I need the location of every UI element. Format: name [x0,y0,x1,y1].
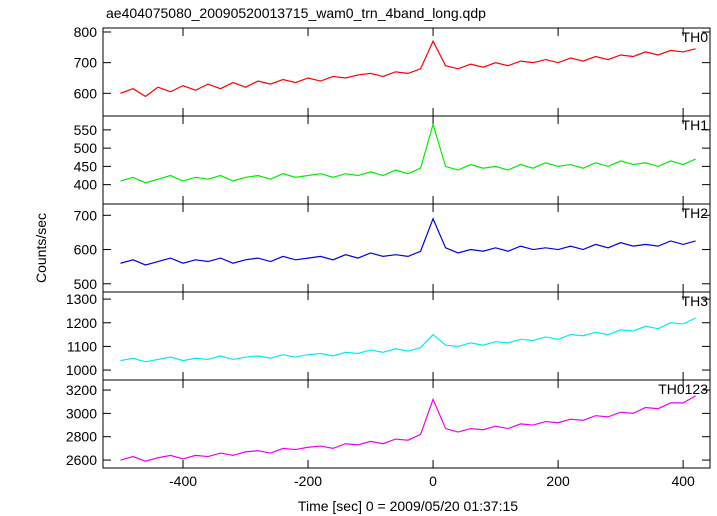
panel-label: TH0123 [658,381,708,397]
x-axis-label: Time [sec] 0 = 2009/05/20 01:37:15 [298,498,518,514]
panel-frame [102,379,711,469]
y-tick-label: 3200 [66,382,97,398]
x-tick-label: 200 [546,473,570,489]
y-tick-label: 500 [74,276,98,292]
x-tick-label: -400 [169,473,197,489]
y-tick-label: 1300 [66,291,97,307]
panel-label: TH0 [682,29,709,45]
y-tick-label: 600 [74,85,98,101]
y-tick-label: 450 [74,158,98,174]
y-tick-label: 550 [74,122,98,138]
y-tick-label: 500 [74,140,98,156]
series-line [120,122,696,184]
series-line [120,317,696,363]
y-tick-label: 1200 [66,315,97,331]
x-tick-label: -200 [294,473,322,489]
x-tick-label: 400 [671,473,695,489]
y-tick-label: 600 [74,242,98,258]
y-tick-label: 700 [74,55,98,71]
y-tick-label: 2800 [66,429,97,445]
panel-label: TH2 [682,205,709,221]
panel-label: TH1 [682,117,709,133]
series-line [120,395,696,462]
y-tick-label: 400 [74,177,98,193]
y-tick-label: 800 [74,24,98,40]
y-tick-label: 1100 [67,338,97,354]
panel-frame [102,291,711,381]
y-tick-label: 3000 [66,405,97,421]
series-line [120,39,696,98]
y-tick-label: 700 [74,207,98,223]
panel-label: TH3 [682,293,709,309]
y-axis-label: Counts/sec [33,213,49,283]
y-tick-label: 2600 [66,452,97,468]
panel-frame [102,203,711,293]
x-tick-label: 0 [429,473,437,489]
y-tick-label: 1000 [66,362,97,378]
panel-frame [102,115,711,205]
chart-title: ae404075080_20090520013715_wam0_trn_4ban… [106,5,486,21]
panel-frame [102,27,711,117]
series-line [120,217,696,266]
